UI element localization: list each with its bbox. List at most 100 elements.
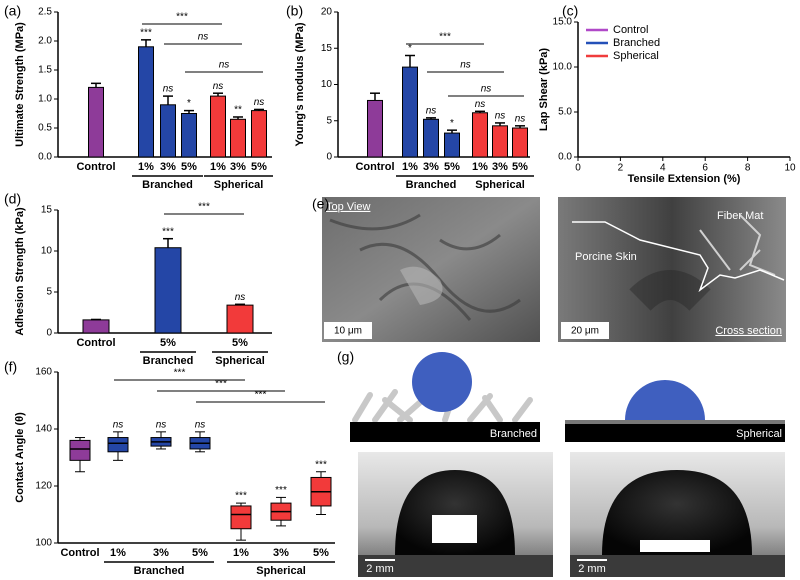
wetting-images: Branched Spherical 2 mm 2 mm xyxy=(350,352,785,577)
significance-label: * xyxy=(408,43,412,54)
y-tick-label: 15.0 xyxy=(553,17,573,28)
significance-label: *** xyxy=(176,12,188,23)
significance-label: ns xyxy=(163,84,174,95)
group-label: Branched xyxy=(134,565,185,577)
x-tick-label: 1% xyxy=(233,547,249,559)
significance-label: ns xyxy=(254,97,265,108)
x-tick-label: 1% xyxy=(472,161,488,173)
x-tick-label: 3% xyxy=(492,161,508,173)
significance-label: ns xyxy=(475,99,486,110)
significance-label: *** xyxy=(140,27,152,38)
x-tick-label: 1% xyxy=(110,547,126,559)
y-tick-label: 140 xyxy=(35,424,52,435)
significance-label: *** xyxy=(275,485,287,496)
panel-label: (c) xyxy=(562,3,578,19)
y-tick-label: 1.5 xyxy=(38,65,52,76)
group-label: Branched xyxy=(406,179,457,191)
group-label: Branched xyxy=(142,179,193,191)
y-tick-label: 5 xyxy=(46,287,52,298)
legend-label: Branched xyxy=(613,37,660,49)
significance-label: * xyxy=(450,118,454,129)
scale-bar-label: 10 μm xyxy=(334,326,362,337)
panel-label: (b) xyxy=(286,3,303,19)
significance-label: ns xyxy=(213,81,224,92)
x-tick-label: 5% xyxy=(160,337,176,349)
bar xyxy=(88,86,104,158)
group-label: Spherical xyxy=(256,565,306,577)
sem-images: Top View 10 μm Porcine Skin Fiber Mat 20… xyxy=(322,197,786,342)
x-tick-label: 10 xyxy=(784,163,796,174)
image-caption: Spherical xyxy=(736,428,782,440)
y-tick-label: 10 xyxy=(321,79,333,90)
image-caption: Branched xyxy=(490,428,537,440)
significance-label: * xyxy=(187,98,191,109)
y-tick-label: 2.5 xyxy=(38,7,52,18)
x-tick-label: 5% xyxy=(232,337,248,349)
y-tick-label: 10.0 xyxy=(553,62,573,73)
bar xyxy=(512,127,528,158)
y-tick-label: 0.0 xyxy=(558,152,572,163)
bar xyxy=(138,46,154,158)
significance-label: ns xyxy=(156,419,167,430)
y-axis-label: Ultimate Strength (MPa) xyxy=(14,22,26,147)
significance-label: *** xyxy=(215,379,227,390)
x-tick-label: 5% xyxy=(444,161,460,173)
x-tick-label: 6 xyxy=(702,163,708,174)
y-tick-label: 15 xyxy=(41,205,53,216)
x-tick-label: 3% xyxy=(153,547,169,559)
y-tick-label: 20 xyxy=(321,7,333,18)
y-tick-label: 1.0 xyxy=(38,94,52,105)
significance-label: ns xyxy=(460,60,471,71)
x-tick-label: 5% xyxy=(181,161,197,173)
bar xyxy=(226,304,254,334)
bar xyxy=(82,319,110,334)
y-tick-label: 100 xyxy=(35,538,52,549)
y-tick-label: 160 xyxy=(35,367,52,378)
region-label: Porcine Skin xyxy=(575,251,637,263)
significance-label: ns xyxy=(481,84,492,95)
y-tick-label: 10 xyxy=(41,246,53,257)
bar xyxy=(154,247,182,334)
significance-label: *** xyxy=(198,202,210,213)
y-axis-label: Adhesion Strength (kPa) xyxy=(14,207,26,336)
region-label: Fiber Mat xyxy=(717,210,763,222)
x-tick-label: 3% xyxy=(423,161,439,173)
group-label: Spherical xyxy=(215,355,265,367)
significance-label: ns xyxy=(235,292,246,303)
x-tick-label: 8 xyxy=(745,163,751,174)
panel-label: (d) xyxy=(4,191,21,207)
bar xyxy=(444,132,460,158)
legend-label: Control xyxy=(613,24,648,36)
box xyxy=(107,437,129,453)
panel-label: (e) xyxy=(312,196,329,212)
bar xyxy=(423,118,439,158)
scale-bar-label: 2 mm xyxy=(578,563,606,575)
bar xyxy=(230,118,246,158)
significance-label: ns xyxy=(515,113,526,124)
x-tick-label: Control xyxy=(76,337,115,349)
bar xyxy=(251,110,267,158)
x-tick-label: 1% xyxy=(402,161,418,173)
bar xyxy=(492,125,508,158)
bar xyxy=(210,95,226,158)
significance-label: ns xyxy=(113,419,124,430)
x-tick-label: 5% xyxy=(313,547,329,559)
y-tick-label: 0.0 xyxy=(38,152,52,163)
y-axis-label: Young's modulus (MPa) xyxy=(294,22,306,146)
scale-bar-label: 20 μm xyxy=(571,326,599,337)
significance-label: ns xyxy=(198,32,209,43)
x-tick-label: 1% xyxy=(210,161,226,173)
panel-label: (g) xyxy=(337,349,354,365)
y-axis-label: Contact Angle (θ) xyxy=(14,412,26,503)
significance-label: *** xyxy=(439,32,451,43)
x-axis-label: Tensile Extension (%) xyxy=(628,173,741,185)
x-tick-label: 1% xyxy=(138,161,154,173)
x-tick-label: 5% xyxy=(192,547,208,559)
significance-label: *** xyxy=(315,459,327,470)
legend-label: Spherical xyxy=(613,50,659,62)
panel-label: (a) xyxy=(4,3,21,19)
panel-label: (f) xyxy=(4,359,17,375)
y-tick-label: 0 xyxy=(326,152,332,163)
box xyxy=(69,439,91,461)
